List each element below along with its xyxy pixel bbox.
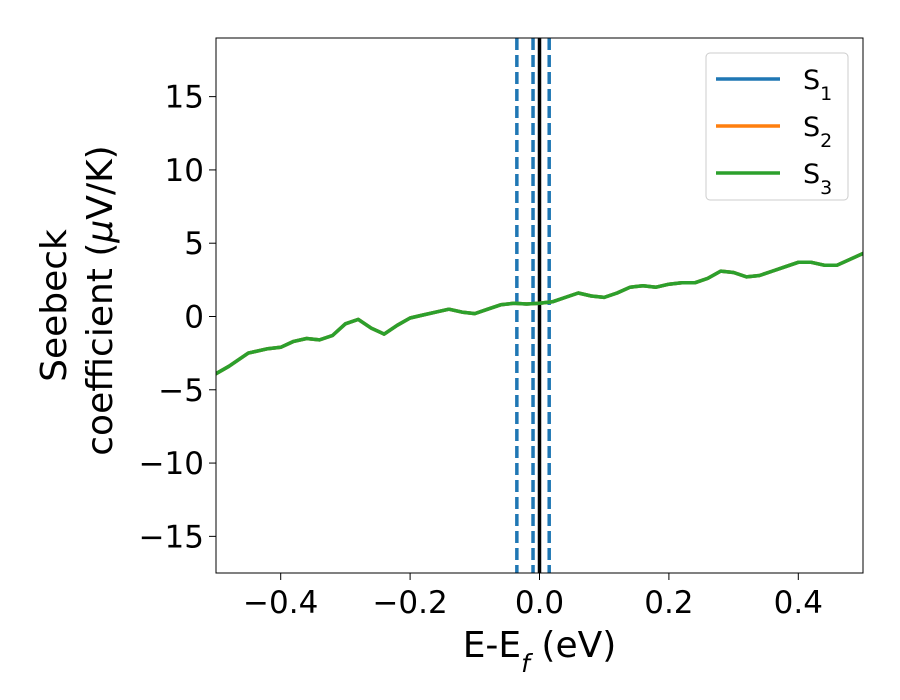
y-tick-label: 10 (165, 153, 204, 189)
y-axis-label-line2: coefficient (μV/K) (80, 145, 121, 455)
legend: S1 S2 S3 (705, 52, 849, 201)
legend-label: S3 (803, 159, 832, 199)
y-tick-label: −15 (139, 519, 204, 555)
series-layer (216, 251, 863, 376)
x-tick-label: 0.0 (515, 585, 564, 621)
legend-item-s2: S2 (716, 112, 832, 152)
x-axis-label: E-Ef (eV) (463, 625, 617, 678)
legend-label: S1 (803, 65, 832, 105)
y-tick-label: −10 (139, 446, 204, 482)
x-tick-label: −0.4 (243, 585, 318, 621)
legend-item-s3: S3 (716, 159, 832, 199)
x-tick-label: −0.2 (372, 585, 447, 621)
y-tick-label: 5 (184, 226, 204, 262)
series-line-s3 (216, 251, 863, 376)
y-tick-label: −5 (158, 373, 204, 409)
y-axis-label-line1: Seebeck (34, 229, 75, 382)
x-tick-label: 0.2 (644, 585, 693, 621)
y-axis: −15 −10 −5 0 5 10 15 (139, 80, 216, 555)
legend-label: S2 (803, 112, 832, 152)
y-tick-label: 15 (165, 80, 204, 116)
x-tick-label: 0.4 (774, 585, 823, 621)
y-axis-label: Seebeck coefficient (μV/K) (34, 145, 121, 455)
legend-item-s1: S1 (716, 65, 832, 105)
reference-lines (515, 38, 551, 573)
x-axis: −0.4 −0.2 0.0 0.2 0.4 (243, 573, 823, 621)
y-tick-label: 0 (184, 299, 204, 335)
